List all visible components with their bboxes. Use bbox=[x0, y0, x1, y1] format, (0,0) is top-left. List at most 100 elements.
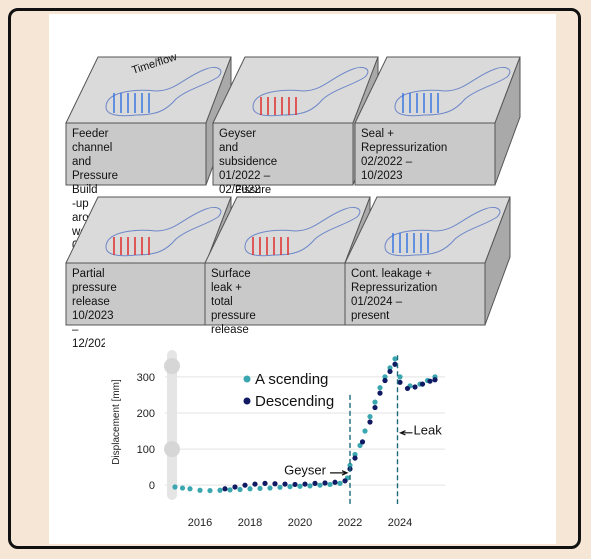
block-caption-line: Seal + bbox=[361, 128, 394, 140]
ascending-point bbox=[257, 485, 263, 492]
descending-point bbox=[367, 419, 373, 425]
descending-point bbox=[419, 381, 426, 387]
ascending-point bbox=[372, 399, 378, 405]
ascending-point bbox=[287, 484, 293, 490]
legend-label: Descending bbox=[255, 393, 334, 410]
ascending-point bbox=[179, 485, 186, 491]
descending-point bbox=[372, 404, 378, 411]
descending-point bbox=[332, 479, 338, 485]
ascending-point bbox=[377, 385, 383, 391]
descending-point bbox=[322, 480, 328, 486]
block-caption-line: Partial pressure bbox=[72, 268, 117, 294]
ascending-point bbox=[207, 487, 213, 494]
ascending-point bbox=[297, 483, 303, 489]
ascending-point bbox=[277, 484, 283, 490]
ascending-point bbox=[357, 442, 363, 449]
ascending-point bbox=[317, 482, 323, 488]
block-front-face bbox=[354, 122, 496, 186]
fissure-label: Fissure bbox=[235, 184, 272, 196]
feeder-channel bbox=[394, 66, 511, 117]
timeline-slider-knob bbox=[164, 358, 180, 375]
feeder-channel bbox=[244, 206, 361, 257]
feeder-channel bbox=[105, 66, 222, 117]
ascending-point bbox=[172, 484, 178, 490]
descending-point bbox=[382, 377, 388, 384]
ascending-point bbox=[387, 365, 393, 371]
block-front-face bbox=[344, 262, 486, 326]
ascending-point bbox=[397, 374, 403, 380]
descending-point bbox=[242, 482, 248, 488]
descending-point bbox=[427, 378, 433, 384]
annotation-arrow bbox=[330, 470, 349, 476]
descending-point bbox=[387, 368, 393, 375]
ascending-point bbox=[327, 481, 333, 488]
annotation-arrow bbox=[398, 430, 413, 436]
ascending-point bbox=[267, 485, 273, 491]
ascending-point bbox=[187, 486, 193, 492]
feeder-channel bbox=[252, 66, 369, 117]
block-caption-line: Feeder channel bbox=[72, 128, 113, 154]
block-caption-line: Geyser and bbox=[219, 128, 257, 154]
ascending-point bbox=[362, 428, 368, 434]
geyser-annotation: Geyser bbox=[284, 462, 327, 477]
ascending-point bbox=[347, 462, 353, 468]
feeder-channel bbox=[105, 206, 222, 257]
ascending-point bbox=[382, 374, 388, 380]
descending-point bbox=[404, 385, 411, 392]
block-caption-line: Repressurization bbox=[361, 142, 448, 154]
descending-point bbox=[232, 484, 238, 490]
descending-point bbox=[392, 361, 398, 367]
descending-point bbox=[342, 478, 348, 484]
ascending-point bbox=[352, 451, 358, 458]
block-caption-line: Surface leak + total bbox=[211, 268, 251, 308]
descending-point bbox=[432, 377, 438, 383]
ascending-point bbox=[247, 486, 253, 492]
ascending-point bbox=[227, 487, 233, 493]
ascending-point bbox=[337, 480, 343, 486]
legend-marker bbox=[243, 397, 251, 405]
block-caption-line: 02/2022 – 10/2023 bbox=[361, 156, 413, 182]
block-caption-line: 01/2024 – present bbox=[351, 296, 403, 322]
ascending-point bbox=[237, 486, 243, 493]
chart-svg: 0 100 200 300 2016 2018 2020 2022 2024 Displaceme… bbox=[111, 350, 445, 529]
x-tick-label: 2022 bbox=[338, 517, 362, 529]
ascending-point bbox=[197, 487, 203, 493]
timeline-slider-track bbox=[167, 350, 177, 500]
block-caption-line: Repressurization bbox=[351, 282, 438, 294]
x-tick-label: 2016 bbox=[188, 517, 212, 529]
descending-point bbox=[252, 481, 258, 487]
descending-point bbox=[412, 384, 418, 390]
x-tick-label: 2018 bbox=[238, 517, 262, 529]
descending-point bbox=[302, 481, 308, 487]
descending-point bbox=[292, 481, 298, 488]
descending-point bbox=[397, 379, 403, 385]
block-caption-line: 10/2023 – 12/2023 bbox=[72, 310, 114, 350]
block-caption-line: 01/2022 – 02/2022 bbox=[219, 170, 271, 196]
block-caption: Seal + Repressurization 02/2022 – 10/2023 bbox=[361, 127, 447, 183]
leak-annotation: Leak bbox=[414, 423, 443, 438]
block-caption: Partial pressure release 10/2023 – 12/2023 bbox=[72, 267, 117, 351]
ascending-point bbox=[217, 487, 223, 493]
block-front-face bbox=[204, 262, 346, 326]
block-caption-line: Cont. leakage + bbox=[351, 268, 432, 280]
feeder-channel bbox=[384, 206, 501, 257]
displacement-chart: 0 100 200 300 2016 2018 2020 2022 2024 Displaceme… bbox=[105, 336, 480, 529]
descending-point bbox=[352, 455, 358, 461]
x-tick-label: 2020 bbox=[288, 517, 312, 529]
ascending-point bbox=[367, 413, 373, 420]
descending-point bbox=[312, 480, 318, 486]
descending-point bbox=[272, 481, 278, 487]
block-front-face bbox=[65, 122, 207, 186]
block-front-face bbox=[65, 262, 207, 326]
block-caption-line: release bbox=[72, 296, 110, 308]
ascending-point bbox=[307, 483, 313, 489]
y-tick-label: 300 bbox=[137, 372, 155, 384]
descending-point bbox=[262, 480, 268, 486]
descending-point bbox=[377, 390, 383, 396]
descending-point bbox=[222, 486, 228, 492]
timeline-slider-knob bbox=[164, 441, 180, 458]
x-tick-label: 2024 bbox=[388, 517, 412, 529]
block-caption-line: subsidence bbox=[219, 156, 278, 168]
block-caption: Cont. leakage + Repressurization 01/2024 –… bbox=[351, 267, 437, 323]
block-caption: Geyser and subsidence 01/2022 – 02/2022 bbox=[219, 127, 277, 197]
